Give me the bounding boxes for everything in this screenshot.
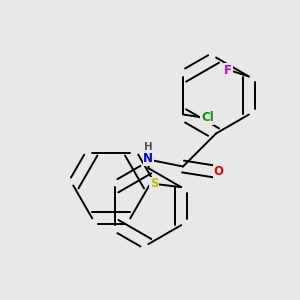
Text: Cl: Cl bbox=[201, 111, 214, 124]
Text: F: F bbox=[224, 64, 232, 77]
Text: S: S bbox=[150, 177, 158, 190]
Text: N: N bbox=[143, 152, 153, 165]
Text: O: O bbox=[213, 165, 224, 178]
Text: H: H bbox=[144, 142, 153, 152]
